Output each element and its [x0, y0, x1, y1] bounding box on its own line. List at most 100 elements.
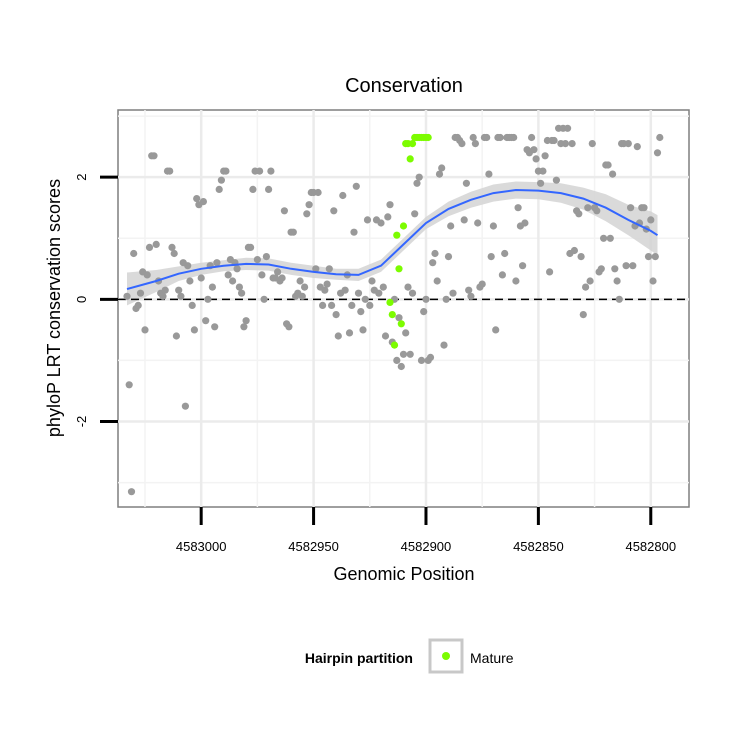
point-other	[510, 133, 518, 142]
point-other	[568, 140, 576, 148]
point-other	[492, 326, 500, 334]
point-other	[312, 265, 320, 273]
point-other	[408, 289, 417, 297]
point-other	[406, 350, 414, 358]
point-other	[561, 140, 570, 148]
point-other	[159, 292, 167, 300]
point-other	[629, 262, 637, 270]
point-other	[431, 249, 439, 258]
point-other	[168, 243, 176, 251]
point-other	[644, 253, 653, 261]
point-other	[175, 286, 183, 294]
point-other	[532, 155, 540, 163]
point-other	[528, 133, 536, 142]
point-other	[647, 216, 655, 224]
point-other	[404, 283, 412, 291]
point-other	[296, 277, 304, 285]
point-other	[411, 210, 419, 218]
point-mature	[406, 155, 414, 163]
point-other	[653, 149, 662, 157]
point-other	[651, 253, 659, 261]
point-other	[399, 350, 408, 358]
point-other	[323, 280, 331, 288]
point-other	[435, 170, 444, 178]
point-other	[433, 277, 441, 285]
point-other	[397, 362, 405, 371]
legend: Hairpin partition Mature	[305, 638, 514, 674]
point-other	[127, 488, 136, 496]
point-other	[395, 314, 403, 322]
point-other	[442, 295, 450, 303]
point-other	[537, 179, 545, 187]
point-mature	[386, 298, 394, 306]
x-tick-label: 4582950	[288, 539, 339, 554]
point-mature	[393, 231, 401, 239]
point-other	[575, 210, 583, 218]
point-other	[375, 289, 383, 297]
point-other	[444, 253, 453, 261]
point-other	[204, 295, 212, 303]
point-other	[143, 271, 151, 279]
point-other	[202, 317, 210, 325]
point-other	[238, 289, 246, 297]
point-other	[366, 301, 374, 309]
point-mature	[399, 222, 408, 230]
point-mature	[424, 133, 432, 142]
point-other	[256, 167, 264, 175]
point-other	[609, 170, 617, 178]
point-other	[622, 262, 630, 270]
point-other	[546, 268, 554, 276]
point-other	[341, 286, 349, 294]
point-other	[402, 329, 410, 337]
point-other	[478, 280, 486, 288]
axes: 4583000 4582950 4582900 4582850 4582800 -2 0 2	[74, 174, 676, 554]
point-other	[361, 295, 369, 303]
point-other	[586, 277, 594, 285]
point-other	[386, 201, 394, 209]
point-other	[487, 253, 495, 261]
point-other	[332, 311, 340, 319]
point-other	[321, 286, 329, 294]
point-other	[125, 381, 133, 389]
point-other	[384, 213, 392, 221]
point-other	[233, 265, 241, 273]
point-other	[415, 173, 423, 181]
point-other	[582, 283, 590, 291]
point-other	[145, 243, 154, 251]
point-other	[240, 323, 248, 331]
point-other	[489, 222, 497, 230]
point-other	[426, 353, 435, 361]
point-other	[588, 140, 596, 148]
point-other	[379, 283, 387, 291]
point-other	[485, 170, 493, 178]
point-other	[166, 167, 174, 175]
point-other	[519, 262, 527, 270]
point-other	[440, 341, 448, 349]
point-other	[613, 277, 621, 285]
point-other	[184, 262, 192, 270]
point-mature	[408, 140, 417, 148]
point-other	[199, 198, 207, 206]
point-other	[474, 219, 482, 227]
point-other	[600, 234, 608, 242]
point-other	[656, 133, 664, 142]
point-other	[359, 326, 367, 334]
y-tick-label: 2	[74, 174, 89, 181]
point-other	[229, 277, 237, 285]
point-other	[570, 246, 579, 255]
x-tick-label: 4582850	[513, 539, 564, 554]
point-other	[303, 210, 311, 218]
point-other	[615, 295, 623, 303]
point-mature	[390, 341, 399, 349]
point-other	[417, 356, 426, 364]
point-other	[469, 133, 477, 142]
point-other	[298, 292, 306, 300]
point-other	[170, 249, 178, 258]
point-other	[285, 323, 293, 331]
point-other	[363, 216, 372, 224]
point-other	[224, 271, 232, 279]
point-other	[422, 295, 430, 303]
point-other	[584, 204, 592, 212]
y-tick-label: -2	[74, 416, 89, 428]
point-other	[348, 301, 356, 309]
